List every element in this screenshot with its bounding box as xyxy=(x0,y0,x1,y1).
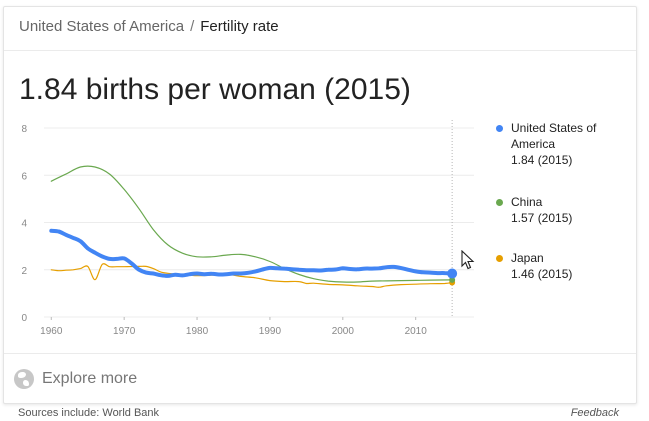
legend-name-china: China xyxy=(511,195,543,209)
sources-text: Sources include: World Bank xyxy=(18,407,160,419)
top-divider xyxy=(4,50,636,51)
series-end-point-usa xyxy=(447,268,458,279)
feedback-link[interactable]: Feedback xyxy=(570,407,619,419)
legend-value-japan: 1.46 (2015) xyxy=(511,267,573,281)
y-tick-label-4: 4 xyxy=(21,219,27,230)
explore-more-label: Explore more xyxy=(42,370,138,387)
legend-name-japan: Japan xyxy=(511,251,544,265)
fertility-chart[interactable]: 0 2 4 6 8 1960 1970 1980 1990 2000 2010 xyxy=(4,7,636,352)
legend-item-usa[interactable]: United States of America 1.84 (2015) xyxy=(496,120,636,168)
mouse-cursor-icon xyxy=(461,249,475,275)
y-tick-label-2: 2 xyxy=(21,266,27,277)
x-tick-label-2010: 2010 xyxy=(405,326,428,337)
explore-more-button[interactable]: Explore more xyxy=(14,369,137,389)
x-tick-label-2000: 2000 xyxy=(332,326,355,337)
globe-icon xyxy=(14,369,34,389)
y-tick-label-8: 8 xyxy=(21,124,27,135)
y-tick-label-6: 6 xyxy=(21,171,27,182)
x-tick-label-1970: 1970 xyxy=(113,326,136,337)
series-line-usa xyxy=(49,228,455,278)
knowledge-card: United States of America / Fertility rate … xyxy=(3,6,637,404)
breadcrumb: United States of America / Fertility rate xyxy=(19,18,279,35)
legend-dot-china xyxy=(496,199,503,206)
series-line-china xyxy=(50,165,453,283)
y-tick-label-0: 0 xyxy=(21,313,27,324)
breadcrumb-topic: Fertility rate xyxy=(200,18,279,35)
legend-name-usa: United States of America xyxy=(511,121,597,151)
bottom-divider xyxy=(4,353,636,354)
breadcrumb-separator: / xyxy=(190,18,195,35)
x-tick-label-1990: 1990 xyxy=(259,326,282,337)
legend-item-china[interactable]: China 1.57 (2015) xyxy=(496,194,636,226)
legend-value-usa: 1.84 (2015) xyxy=(511,153,573,167)
breadcrumb-country[interactable]: United States of America xyxy=(19,18,185,35)
legend-dot-usa xyxy=(496,125,503,132)
legend-value-china: 1.57 (2015) xyxy=(511,211,573,225)
series-end-point-china xyxy=(449,276,456,283)
legend-dot-japan xyxy=(496,255,503,262)
x-tick-label-1960: 1960 xyxy=(40,326,63,337)
page-title: 1.84 births per woman (2015) xyxy=(19,73,411,106)
x-tick-label-1980: 1980 xyxy=(186,326,209,337)
legend-item-japan[interactable]: Japan 1.46 (2015) xyxy=(496,250,636,282)
